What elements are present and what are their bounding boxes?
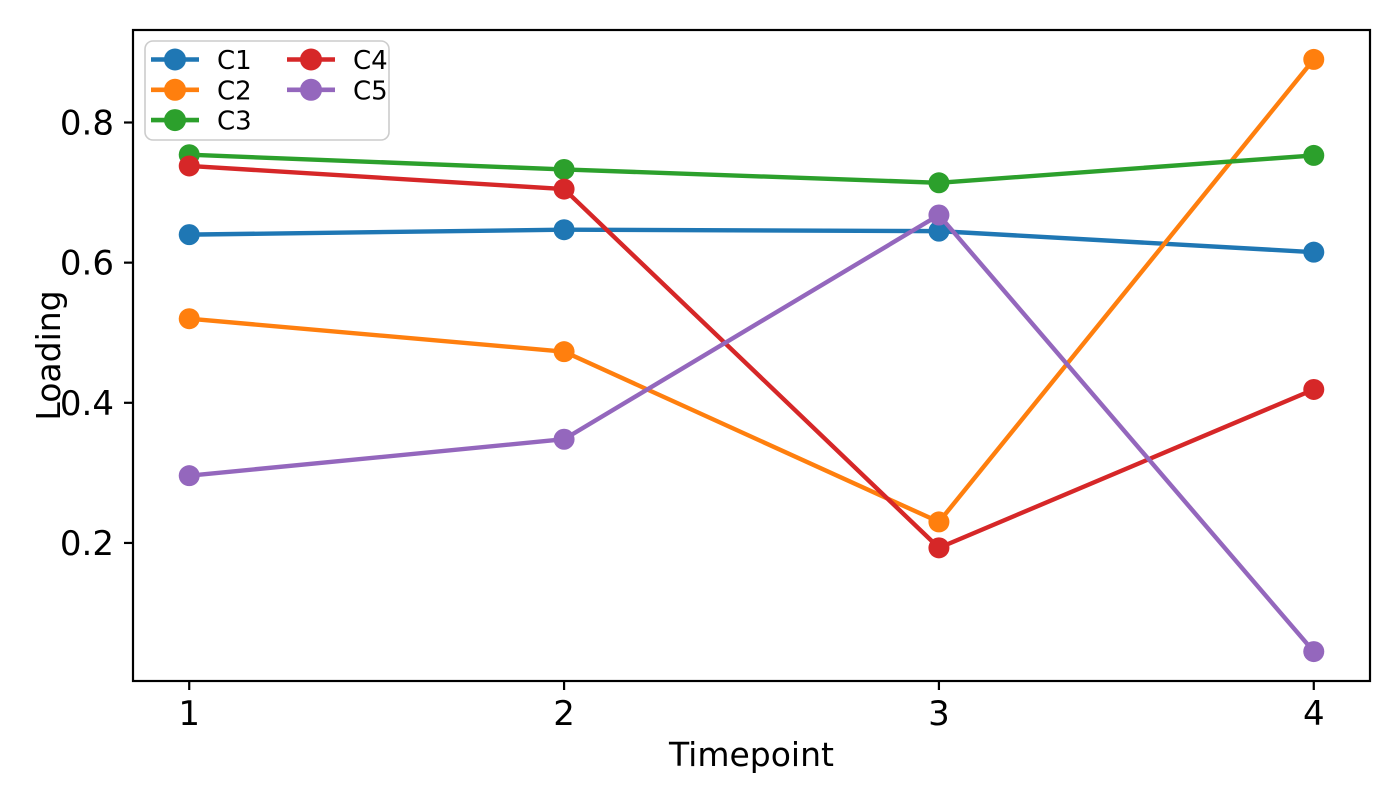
legend-item-c1: C1	[151, 46, 252, 76]
x-tick-label: 2	[553, 694, 575, 734]
legend-box	[144, 40, 390, 141]
x-axis-label: Timepoint	[668, 735, 834, 774]
series-line-c2	[187, 57, 1316, 525]
marker-c2-t4	[1303, 48, 1325, 70]
legend-item-c3: C3	[151, 107, 252, 137]
series-line-c1	[187, 227, 1316, 255]
legend-marker-swatch	[300, 78, 322, 101]
legend-marker-swatch	[164, 109, 186, 132]
legend-label: C5	[353, 76, 388, 106]
y-axis-label: Loading	[29, 290, 68, 420]
legend-item-c2: C2	[151, 76, 252, 106]
marker-c1-t3	[928, 220, 950, 242]
marker-c2-t2	[553, 341, 575, 363]
legend-label: C3	[217, 107, 252, 137]
marker-c5-t3	[928, 204, 950, 226]
marker-c3-t4	[1303, 144, 1325, 166]
series-line-c4	[187, 163, 1316, 551]
marker-c4-t1	[178, 155, 200, 177]
y-tick-label: 0.2	[60, 524, 114, 564]
y-tick-label: 0.4	[60, 384, 114, 424]
y-tick-label: 0.6	[60, 244, 114, 284]
legend-marker-swatch	[164, 78, 186, 101]
marker-c1-t1	[178, 224, 200, 246]
y-tick-label: 0.8	[60, 103, 114, 143]
legend-marker-swatch	[300, 48, 322, 71]
marker-c4-t2	[553, 178, 575, 200]
marker-c1-t2	[553, 219, 575, 241]
y-axis: 0.2 0.4 0.6 0.8	[60, 103, 133, 564]
legend-marker-swatch	[164, 48, 186, 71]
marker-c3-t3	[928, 172, 950, 194]
x-tick-label: 3	[928, 694, 950, 734]
marker-c5-t2	[553, 428, 575, 450]
marker-c5-t4	[1303, 641, 1325, 663]
marker-c4-t3	[928, 537, 950, 559]
x-tick-label: 1	[178, 694, 200, 734]
marker-c1-t4	[1303, 241, 1325, 263]
legend-item-c4: C4	[287, 46, 388, 76]
marker-c5-t1	[178, 465, 200, 487]
marker-c2-t3	[928, 511, 950, 533]
marker-c3-t2	[553, 158, 575, 180]
series-line-c3	[187, 152, 1316, 185]
legend-label: C1	[217, 46, 252, 76]
series-line-c5	[187, 212, 1316, 654]
x-axis: 1 2 3 4	[178, 681, 1325, 734]
marker-c2-t1	[178, 308, 200, 330]
marker-c4-t4	[1303, 378, 1325, 400]
legend-item-c5: C5	[287, 76, 388, 106]
series-group	[178, 48, 1325, 663]
legend-label: C4	[353, 46, 388, 76]
legend-label: C2	[217, 76, 252, 106]
x-tick-label: 4	[1303, 694, 1325, 734]
plot-area	[131, 28, 1372, 683]
